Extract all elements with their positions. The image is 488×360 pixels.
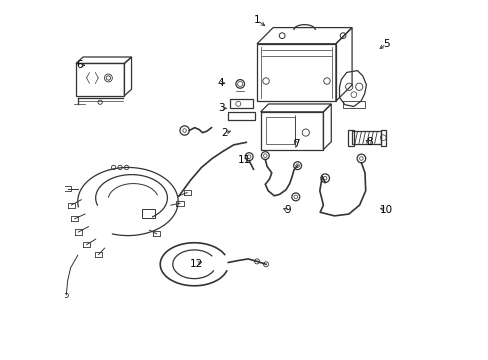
Text: 11: 11 (237, 155, 251, 165)
Text: 6: 6 (76, 60, 82, 70)
Text: 3: 3 (218, 103, 224, 113)
Text: 5: 5 (382, 39, 388, 49)
Text: 10: 10 (379, 206, 392, 216)
Text: 1: 1 (253, 15, 260, 26)
Text: 8: 8 (366, 138, 372, 147)
Text: 9: 9 (284, 206, 290, 216)
Text: 4: 4 (218, 78, 224, 88)
Text: 7: 7 (293, 139, 299, 149)
Text: 2: 2 (221, 129, 227, 138)
Text: 12: 12 (189, 259, 203, 269)
